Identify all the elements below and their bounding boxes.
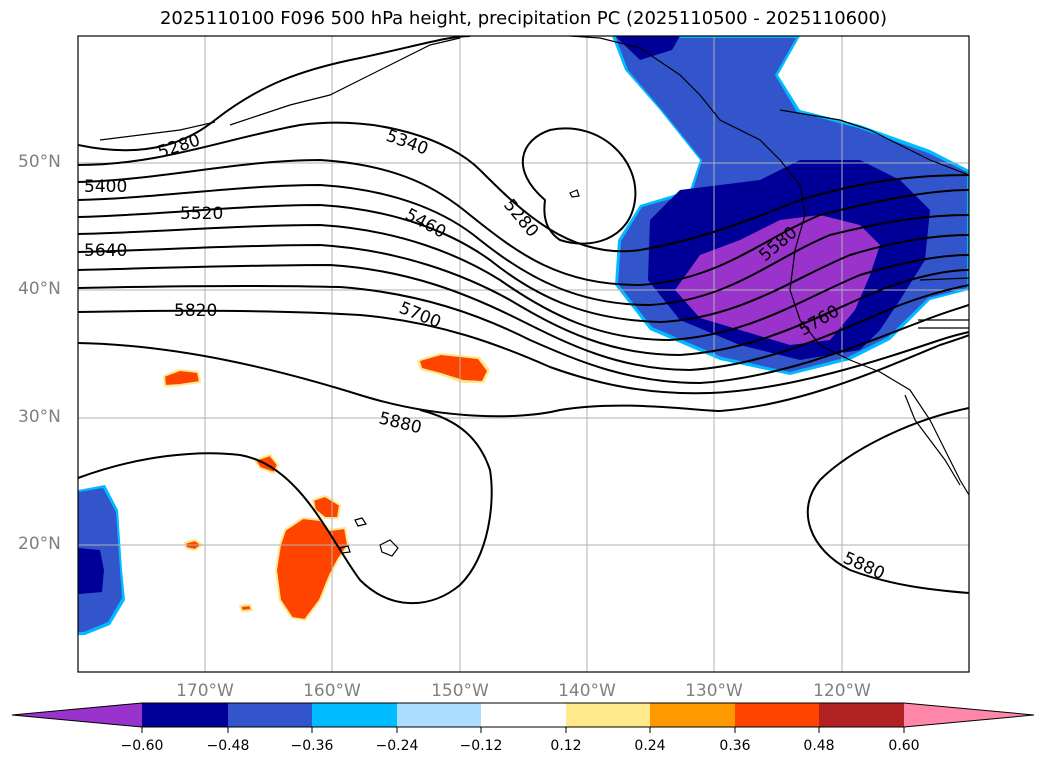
colorbar-extend-min	[12, 703, 142, 727]
colorbar-tick: 0.60	[888, 738, 920, 754]
colorbar-tick: −0.48	[206, 738, 250, 754]
lat-label-20n: 20°N	[18, 534, 61, 554]
map-title: 2025110100 F096 500 hPa height, precipit…	[159, 8, 888, 29]
lon-label-120w: 120°W	[813, 681, 871, 701]
lat-label-50n: 50°N	[18, 152, 61, 172]
gridlines	[78, 36, 969, 672]
precip-pos-1-core	[420, 355, 487, 381]
precip-pos-2	[162, 368, 202, 388]
precip-darkpurple	[615, 36, 680, 60]
lat-label-40n: 40°N	[18, 279, 61, 299]
colorbar-tick: −0.24	[375, 738, 419, 754]
colorbar-tick: 0.36	[719, 738, 751, 754]
precip-west-navy	[78, 548, 104, 594]
colorbar	[11, 702, 1035, 733]
coastlines	[99, 36, 969, 557]
colorbar-tick: 0.24	[634, 738, 666, 754]
lat-label-30n: 30°N	[18, 407, 61, 427]
contour-label-5640: 5640	[84, 241, 127, 261]
lon-label-150w: 150°W	[431, 681, 489, 701]
height-contours	[78, 36, 969, 605]
precip-pos-7	[238, 603, 254, 613]
colorbar-tick: 0.12	[550, 738, 582, 754]
colorbar-tick: −0.60	[120, 738, 164, 754]
lon-label-170w: 170°W	[176, 681, 234, 701]
map-border	[77, 35, 970, 673]
colorbar-tick: 0.48	[803, 738, 835, 754]
lon-label-140w: 140°W	[558, 681, 616, 701]
lon-label-130w: 130°W	[685, 681, 743, 701]
precip-pos-4	[311, 494, 342, 519]
colorbar-extend-max	[904, 703, 1034, 727]
contour-label-5400: 5400	[84, 177, 127, 197]
colorbar-tick: −0.12	[459, 738, 503, 754]
colorbar-tick: −0.36	[290, 738, 334, 754]
lon-label-160w: 160°W	[303, 681, 361, 701]
contour-label-5820: 5820	[174, 301, 217, 321]
contour-label-5520: 5520	[180, 204, 223, 224]
